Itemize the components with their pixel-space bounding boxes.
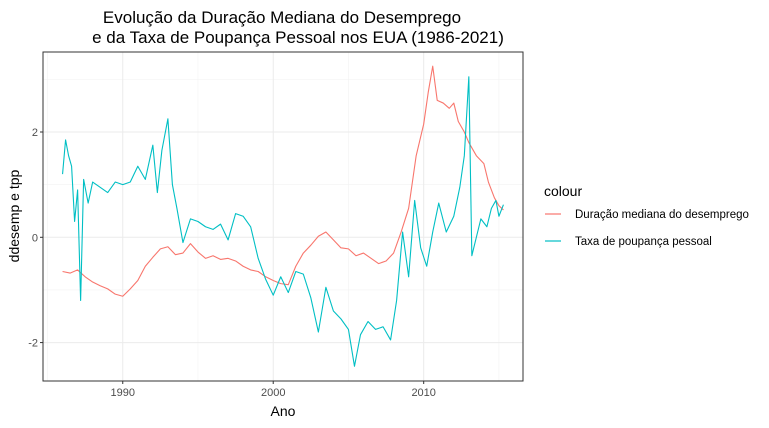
plot-border bbox=[42, 51, 524, 382]
x-tick-label: 2010 bbox=[411, 387, 435, 399]
y-axis-ticks: -2 0 2 bbox=[28, 127, 43, 350]
legend-item-series-0: Duração mediana do desemprego bbox=[544, 205, 749, 223]
y-axis-title: ddesemp e tpp bbox=[6, 169, 22, 262]
x-axis-ticks: 1990 2000 2010 bbox=[111, 381, 436, 399]
chart-title-line-2: e da Taxa de Poupança Pessoal nos EUA (1… bbox=[92, 28, 504, 47]
x-tick-label: 2000 bbox=[261, 387, 285, 399]
y-tick-label: -2 bbox=[28, 338, 38, 350]
series-line-0 bbox=[62, 65, 504, 297]
y-tick-label: 0 bbox=[32, 232, 38, 244]
x-axis-title: Ano bbox=[271, 403, 296, 419]
legend-label: Taxa de poupança pessoal bbox=[575, 236, 712, 248]
series-layer bbox=[62, 65, 504, 367]
chart-title-line-1: Evolução da Duração Mediana do Desempreg… bbox=[103, 8, 461, 27]
legend-item-series-1: Taxa de poupança pessoal bbox=[544, 232, 712, 250]
plot-panel bbox=[43, 52, 523, 381]
legend-title: colour bbox=[544, 183, 582, 199]
series-line-1 bbox=[62, 76, 504, 367]
legend-label: Duração mediana do desemprego bbox=[575, 209, 749, 221]
y-tick-label: 2 bbox=[32, 127, 38, 139]
x-tick-label: 1990 bbox=[111, 387, 135, 399]
